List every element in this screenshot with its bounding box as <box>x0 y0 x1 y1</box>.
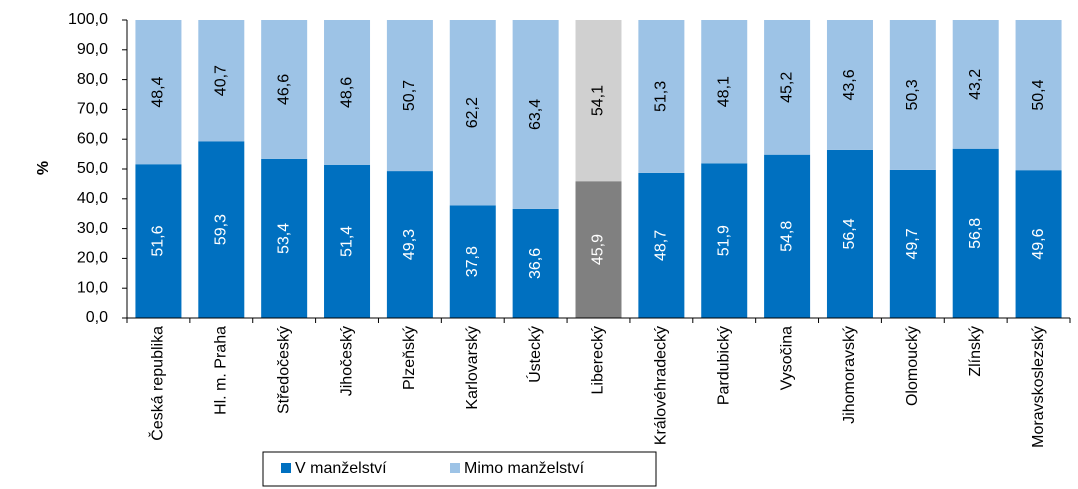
bar-segment <box>889 169 936 318</box>
bar-segment <box>575 181 622 318</box>
data-label: 56,8 <box>967 218 984 249</box>
data-label: 37,8 <box>464 246 481 277</box>
bar-segment <box>135 164 182 318</box>
bar-segment <box>952 148 999 318</box>
bar-segment <box>701 20 748 164</box>
bar-segment <box>386 171 433 318</box>
data-label: 46,6 <box>275 74 292 105</box>
x-tick-label: Hl. m. Praha <box>213 326 230 415</box>
bar-segment <box>449 20 496 206</box>
x-tick-label: Pardubický <box>715 326 732 405</box>
data-label: 49,3 <box>401 229 418 260</box>
bar-segment <box>261 158 308 318</box>
y-tick-label: 90,0 <box>77 41 108 58</box>
bar-segment <box>386 20 433 172</box>
bar-segment <box>764 154 811 318</box>
y-tick-label: 20,0 <box>77 250 108 267</box>
bar-segment <box>512 20 559 209</box>
bar-segment <box>764 20 811 155</box>
x-tick-label: Karlovarský <box>464 326 481 410</box>
x-tick-label: Středočeský <box>275 326 292 414</box>
bar-segment <box>324 164 371 318</box>
data-label: 48,7 <box>653 230 670 261</box>
legend-swatch <box>450 463 460 473</box>
y-tick-label: 0,0 <box>86 309 108 326</box>
data-label: 43,6 <box>841 69 858 100</box>
y-tick-label: 10,0 <box>77 279 108 296</box>
data-label: 63,4 <box>527 99 544 130</box>
legend-label: Mimo manželství <box>464 460 585 477</box>
x-tick-label: Plzeňský <box>401 326 418 390</box>
bar-segment <box>638 20 685 173</box>
bar-segment <box>198 20 245 142</box>
data-label: 48,4 <box>150 76 167 107</box>
bar-segment <box>512 208 559 318</box>
data-label: 51,3 <box>653 81 670 112</box>
bar-segment <box>1015 170 1062 318</box>
bar-segment <box>952 20 999 149</box>
data-label: 54,8 <box>778 221 795 252</box>
y-tick-label: 80,0 <box>77 71 108 88</box>
data-label: 49,7 <box>904 228 921 259</box>
bar-segment <box>826 20 873 150</box>
data-label: 36,6 <box>527 248 544 279</box>
bar-segment <box>324 20 371 165</box>
legend-swatch <box>281 463 291 473</box>
data-label: 56,4 <box>841 218 858 249</box>
y-tick-label: 60,0 <box>77 130 108 147</box>
bar-segment <box>1015 20 1062 171</box>
y-tick-label: 70,0 <box>77 101 108 118</box>
y-tick-label: 40,0 <box>77 190 108 207</box>
data-label: 51,9 <box>715 225 732 256</box>
data-label: 59,3 <box>213 214 230 245</box>
y-axis-label: % <box>35 161 52 175</box>
x-tick-label: Ústecký <box>525 326 544 383</box>
x-tick-label: Jihočeský <box>338 326 355 396</box>
bar-segment <box>826 149 873 318</box>
legend-box <box>262 451 657 487</box>
data-label: 50,7 <box>401 80 418 111</box>
y-tick-label: 50,0 <box>77 160 108 177</box>
data-label: 45,9 <box>590 234 607 265</box>
x-tick-label: Královéhradecký <box>653 326 670 445</box>
data-label: 45,2 <box>778 72 795 103</box>
x-tick-label: Liberecký <box>590 326 607 394</box>
x-tick-label: Zlínský <box>967 326 984 377</box>
bar-segment <box>701 163 748 318</box>
data-label: 50,4 <box>1030 79 1047 110</box>
data-label: 51,4 <box>338 226 355 257</box>
data-label: 54,1 <box>590 85 607 116</box>
data-label: 51,6 <box>150 225 167 256</box>
data-label: 48,1 <box>715 76 732 107</box>
y-tick-label: 100,0 <box>68 11 108 28</box>
x-tick-label: Vysočina <box>778 326 795 390</box>
data-label: 48,6 <box>338 77 355 108</box>
y-tick-label: 30,0 <box>77 220 108 237</box>
bar-segment <box>575 20 622 182</box>
bar-segment <box>198 141 245 318</box>
data-label: 49,6 <box>1030 228 1047 259</box>
legend-label: V manželství <box>295 460 387 477</box>
x-tick-label: Česká republika <box>148 326 167 441</box>
bar-segment <box>135 20 182 165</box>
bar-segment <box>449 205 496 318</box>
bar-segment <box>261 20 308 159</box>
data-label: 62,2 <box>464 97 481 128</box>
data-label: 53,4 <box>275 223 292 254</box>
x-tick-label: Moravskoslezský <box>1030 326 1047 448</box>
x-tick-label: Jihomoravský <box>841 326 858 424</box>
data-label: 40,7 <box>213 65 230 96</box>
x-tick-label: Olomoucký <box>904 326 921 406</box>
bar-segment <box>638 172 685 318</box>
bar-segment <box>889 20 936 170</box>
data-label: 43,2 <box>967 69 984 100</box>
data-label: 50,3 <box>904 79 921 110</box>
